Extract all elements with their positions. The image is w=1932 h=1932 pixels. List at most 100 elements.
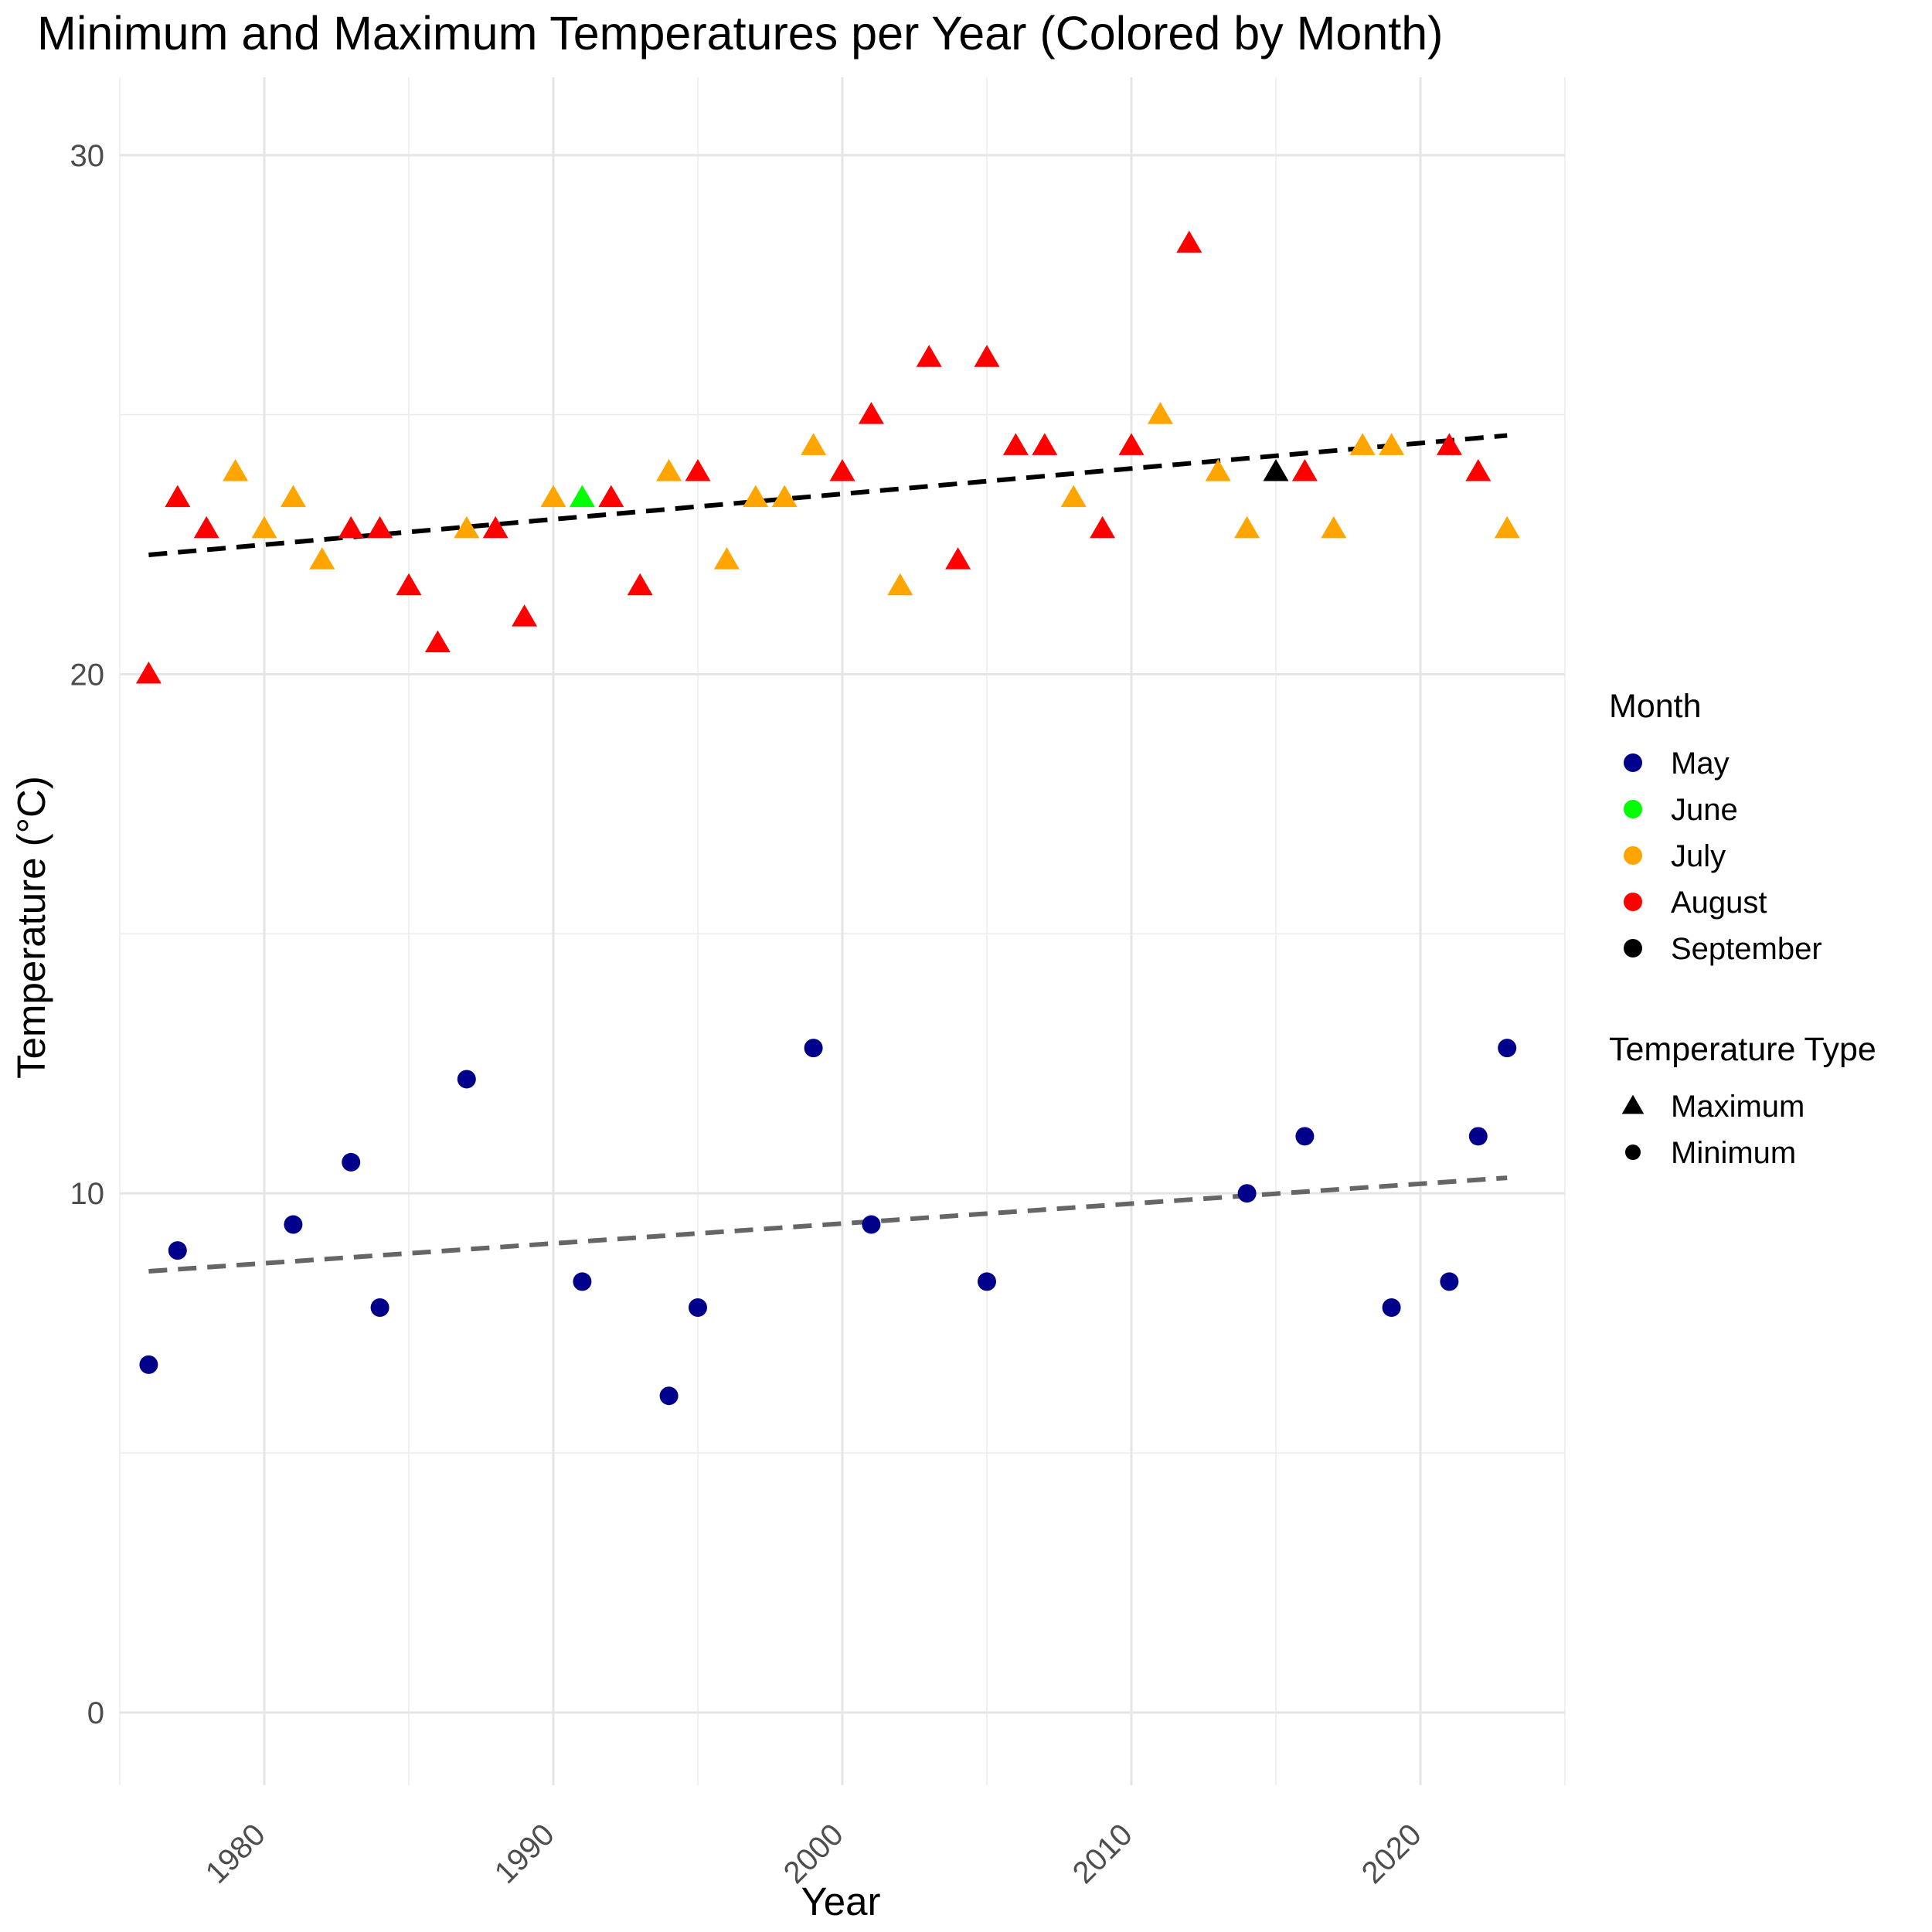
maximum-point — [887, 573, 913, 596]
minimum-point — [804, 1039, 823, 1058]
x-tick-label: 2020 — [1355, 1818, 1428, 1890]
maximum-point — [1263, 458, 1289, 481]
legend-key-may — [1624, 753, 1642, 772]
maximum-point — [569, 485, 595, 508]
trend-lines — [148, 433, 1508, 1274]
maximum-point — [396, 573, 422, 596]
maximum-point — [540, 485, 566, 508]
y-tick-label: 10 — [70, 1177, 105, 1211]
maximum-point — [135, 661, 162, 684]
legend-key-august — [1624, 893, 1642, 911]
maximum-point — [627, 573, 653, 596]
maximum-point — [743, 485, 769, 508]
y-axis-title: Temperature (°C) — [9, 776, 53, 1079]
maximum-point — [656, 458, 682, 481]
maximum-trend-line — [148, 433, 1508, 557]
maximum-point — [424, 630, 451, 653]
data-points — [135, 230, 1520, 1406]
legend-key-maximum — [1621, 1094, 1645, 1114]
minimum-trend-line — [148, 1175, 1508, 1274]
maximum-point — [858, 402, 884, 424]
legend: Month May June July August September Tempera… — [1609, 688, 1876, 1170]
legend-label-august: August — [1671, 886, 1767, 920]
maximum-point — [1234, 515, 1260, 539]
minimum-point — [342, 1152, 361, 1172]
minimum-point — [659, 1386, 679, 1406]
legend-key-june — [1624, 800, 1642, 818]
maximum-point — [1090, 515, 1116, 539]
legend-label-may: May — [1671, 747, 1730, 781]
maximum-point — [1002, 433, 1029, 455]
maximum-point — [713, 547, 740, 570]
x-tick-label: 1980 — [199, 1818, 272, 1890]
maximum-point — [280, 485, 306, 508]
minimum-point — [1382, 1298, 1401, 1318]
maximum-point — [771, 485, 798, 508]
maximum-point — [193, 515, 219, 539]
legend-key-minimum — [1625, 1145, 1641, 1160]
maximum-point — [974, 345, 1000, 367]
maximum-point — [1494, 515, 1520, 539]
maximum-point — [829, 458, 855, 481]
maximum-point — [1032, 433, 1058, 455]
minimum-point — [978, 1272, 996, 1291]
maximum-point — [685, 458, 711, 481]
minimum-point — [573, 1272, 592, 1291]
legend-title-month: Month — [1609, 688, 1702, 725]
minimum-point — [1468, 1127, 1488, 1146]
minimum-point — [139, 1355, 158, 1374]
maximum-point — [454, 515, 480, 539]
maximum-point — [916, 345, 942, 367]
legend-label-june: June — [1671, 793, 1738, 827]
legend-month-items: May June July August September — [1624, 747, 1822, 966]
minimum-point — [1237, 1184, 1257, 1203]
maximum-point — [598, 485, 624, 508]
chart-title: Minimum and Maximum Temperatures per Yea… — [37, 7, 1443, 60]
legend-title-temperature-type: Temperature Type — [1609, 1031, 1876, 1068]
minimum-point — [1440, 1272, 1459, 1291]
y-tick-label: 30 — [70, 139, 105, 173]
minimum-point — [1498, 1039, 1517, 1058]
maximum-point — [367, 515, 393, 539]
minimum-point — [689, 1298, 707, 1318]
maximum-point — [309, 547, 335, 570]
maximum-point — [1349, 433, 1376, 455]
major-gridlines — [120, 77, 1565, 1785]
legend-key-july — [1624, 846, 1642, 865]
x-tick-label: 1990 — [488, 1818, 561, 1890]
maximum-point — [801, 433, 827, 455]
y-axis-ticks: 0 10 20 30 — [70, 139, 105, 1730]
minimum-point — [457, 1070, 476, 1089]
maximum-point — [165, 485, 191, 508]
minimum-point — [284, 1215, 303, 1234]
legend-label-minimum: Minimum — [1671, 1136, 1796, 1170]
maximum-point — [1205, 458, 1231, 481]
legend-label-september: September — [1671, 932, 1822, 966]
x-tick-label: 2010 — [1066, 1818, 1139, 1890]
maximum-point — [945, 547, 971, 570]
minimum-point — [862, 1215, 881, 1234]
y-tick-label: 0 — [87, 1696, 104, 1730]
maximum-point — [1176, 230, 1202, 253]
minimum-point — [1295, 1127, 1315, 1146]
maximum-point — [1060, 485, 1087, 508]
maximum-point — [1291, 458, 1318, 481]
maximum-point — [1147, 402, 1173, 424]
maximum-point — [512, 604, 538, 627]
minimum-point — [370, 1298, 389, 1318]
legend-label-maximum: Maximum — [1671, 1090, 1804, 1124]
maximum-point — [223, 458, 249, 481]
minimum-point — [168, 1241, 187, 1260]
maximum-point — [482, 515, 509, 539]
maximum-point — [338, 515, 364, 539]
legend-type-items: Maximum Minimum — [1621, 1090, 1804, 1170]
legend-key-september — [1624, 939, 1642, 957]
maximum-point — [251, 515, 277, 539]
maximum-point — [1465, 458, 1492, 481]
maximum-point — [1118, 433, 1145, 455]
maximum-point — [1436, 433, 1462, 455]
y-tick-label: 20 — [70, 658, 105, 692]
maximum-point — [1379, 433, 1405, 455]
x-axis-title: Year — [801, 1879, 880, 1923]
